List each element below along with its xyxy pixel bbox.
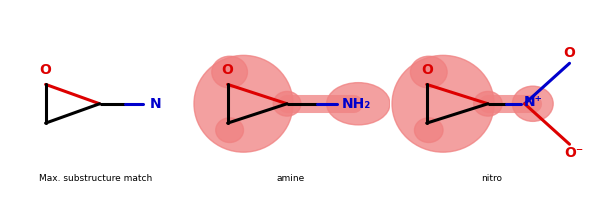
Circle shape [216,118,244,142]
Circle shape [212,56,247,88]
Text: O: O [421,63,433,77]
Circle shape [273,91,301,116]
Text: O: O [40,63,52,77]
Ellipse shape [326,83,390,125]
Ellipse shape [194,55,293,152]
Circle shape [512,86,553,121]
Text: NH₂: NH₂ [342,97,371,111]
Text: Max. substructure match: Max. substructure match [40,174,152,183]
Text: O: O [563,46,575,60]
Circle shape [410,56,447,88]
Circle shape [473,91,502,116]
Ellipse shape [392,55,494,152]
Text: N: N [150,97,161,111]
Circle shape [415,118,443,142]
Text: N⁺: N⁺ [523,95,542,109]
Text: O: O [222,63,233,77]
Text: amine: amine [277,174,305,183]
Text: O⁻: O⁻ [564,146,583,160]
Text: nitro: nitro [482,174,503,183]
